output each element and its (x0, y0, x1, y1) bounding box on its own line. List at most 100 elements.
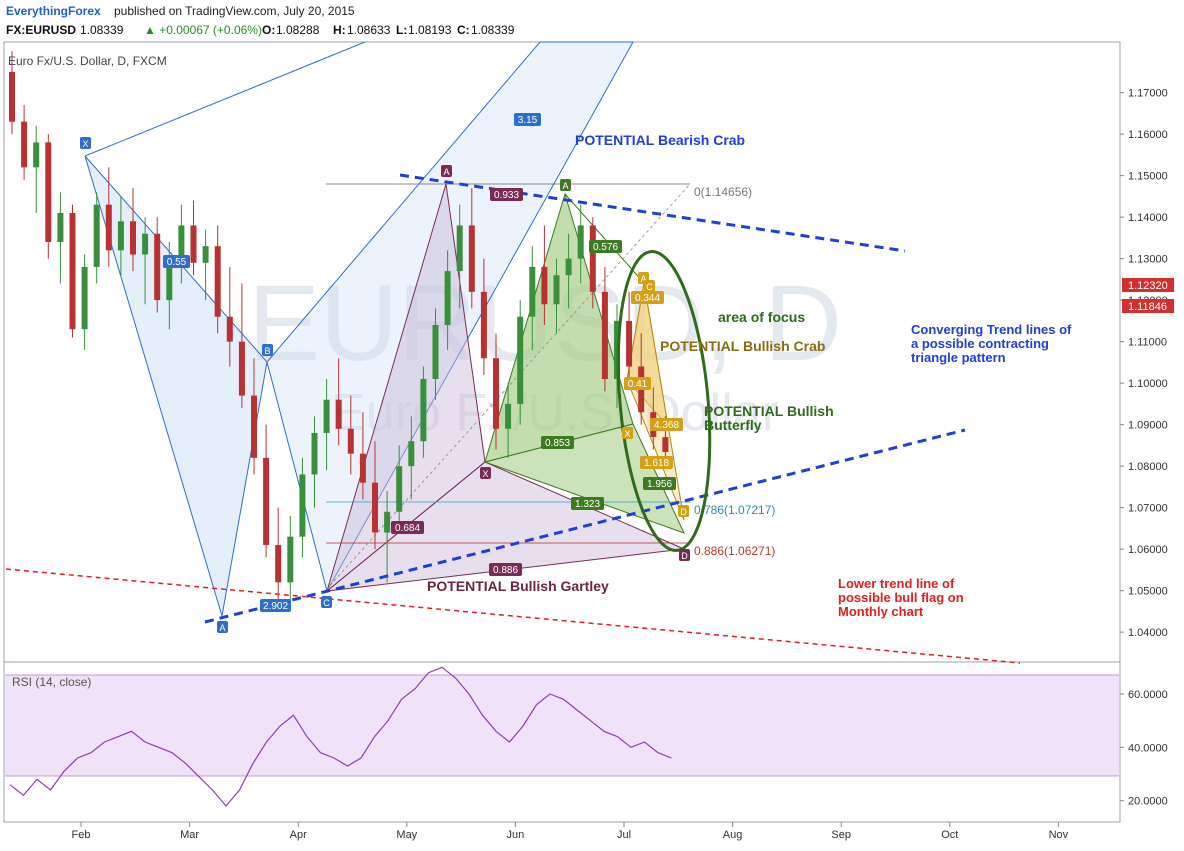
svg-text:X: X (482, 469, 488, 479)
candle-body (166, 258, 173, 301)
author-link[interactable]: EverythingForex (6, 4, 101, 18)
svg-text:D: D (681, 551, 688, 561)
candlestick-series[interactable] (9, 51, 669, 608)
candle[interactable] (432, 308, 439, 400)
candle[interactable] (505, 383, 512, 458)
maroon-x-point: X (480, 467, 491, 479)
candle[interactable] (589, 217, 596, 309)
candle[interactable] (299, 457, 306, 558)
price-axis[interactable]: 1.170001.160001.150001.140001.130001.120… (1120, 88, 1168, 639)
candle[interactable] (517, 300, 524, 425)
svg-text:C: C (646, 282, 653, 292)
candle[interactable] (553, 258, 560, 334)
candle[interactable] (214, 225, 221, 334)
candle[interactable] (117, 196, 124, 276)
candle[interactable] (251, 358, 257, 475)
candle[interactable] (9, 51, 15, 135)
symbol-label[interactable]: FX:EURUSD (6, 23, 76, 37)
price-tick-label: 1.17000 (1128, 88, 1168, 100)
upper-converging-trendline[interactable] (399, 173, 906, 253)
time-tick-label: Apr (290, 829, 307, 841)
pattern-point-labels: X B A C A X D A A C X D (80, 137, 690, 633)
time-axis[interactable]: Feb Mar Apr May Jun Jul Aug Sep Oct Nov (72, 822, 1069, 841)
svg-text:A: A (640, 274, 646, 284)
ratio-badges: 3.15 0.55 2.902 0.853 0.576 1.323 1.956 … (163, 113, 683, 612)
candle[interactable] (420, 366, 427, 458)
candle[interactable] (456, 204, 463, 309)
svg-text:1.618: 1.618 (644, 458, 669, 469)
time-tick-label: Nov (1049, 829, 1069, 841)
rsi-series-line[interactable] (9, 666, 672, 807)
ratio-0-41: 0.41 (624, 377, 651, 390)
candle[interactable] (396, 445, 403, 533)
candle-body (626, 320, 633, 367)
candle-body (105, 204, 112, 251)
candle[interactable] (480, 258, 487, 375)
candle[interactable] (444, 250, 451, 350)
price-tick-label: 1.13000 (1128, 254, 1168, 266)
rsi-tick-label: 60.0000 (1128, 689, 1168, 701)
price-tick-label: 1.09000 (1128, 420, 1168, 432)
time-tick-label: Aug (723, 829, 743, 841)
candle[interactable] (541, 225, 548, 326)
svg-text:A: A (562, 181, 568, 191)
candle[interactable] (226, 266, 233, 367)
price-change: ▲ +0.00067 (+0.06%) (144, 23, 262, 37)
candle[interactable] (577, 204, 584, 284)
candle[interactable] (468, 188, 475, 309)
svg-text:0.684: 0.684 (395, 523, 420, 534)
ratio-1-956: 1.956 (643, 477, 676, 490)
candle[interactable] (529, 246, 536, 350)
rsi-tick-label: 20.0000 (1128, 796, 1168, 808)
candle[interactable] (69, 204, 76, 338)
svg-text:X: X (82, 139, 88, 149)
monthly-bull-flag-trendline[interactable] (5, 568, 1021, 664)
candle[interactable] (601, 266, 608, 392)
candle[interactable] (372, 441, 378, 550)
candle[interactable] (323, 378, 330, 471)
time-tick-label: Mar (180, 829, 199, 841)
candle[interactable] (142, 217, 149, 305)
candle-body (33, 142, 40, 168)
candle-body (142, 233, 149, 255)
trend-lines (5, 173, 1021, 664)
time-tick-label: May (396, 829, 417, 841)
candle[interactable] (57, 192, 64, 284)
candle[interactable] (178, 204, 185, 284)
lower-converging-trendline[interactable] (204, 428, 966, 624)
ratio-0-576: 0.576 (589, 240, 622, 253)
candle[interactable] (335, 358, 342, 446)
candle[interactable] (190, 200, 197, 276)
candle[interactable] (202, 229, 209, 301)
candle[interactable] (493, 333, 499, 450)
candle[interactable] (359, 412, 366, 500)
candle[interactable] (384, 491, 391, 583)
svg-text:0.933: 0.933 (494, 190, 519, 201)
candle[interactable] (287, 515, 294, 608)
svg-text:2.902: 2.902 (263, 601, 288, 612)
candle[interactable] (565, 233, 572, 309)
candle[interactable] (105, 167, 112, 267)
candle[interactable] (347, 395, 354, 475)
bullish-crab-label: POTENTIAL Bullish Crab (660, 338, 825, 354)
candle[interactable] (45, 134, 52, 259)
candle[interactable] (311, 416, 318, 508)
candle[interactable] (408, 416, 415, 500)
candle[interactable] (238, 283, 245, 409)
candle[interactable] (93, 192, 100, 284)
ratio-2-902: 2.902 (260, 599, 291, 612)
candle-body (408, 441, 415, 467)
candle[interactable] (81, 254, 88, 350)
candle[interactable] (626, 291, 633, 384)
candle-body (323, 399, 330, 433)
candle[interactable] (154, 217, 161, 313)
candle[interactable] (275, 507, 282, 604)
published-text: published on TradingView.com, July 20, 2… (114, 4, 355, 18)
maroon-d-point: D (679, 549, 690, 561)
candle[interactable] (263, 424, 270, 558)
candle-body (444, 271, 451, 326)
candle[interactable] (33, 125, 40, 213)
candle[interactable] (21, 105, 28, 180)
candle[interactable] (130, 188, 136, 272)
candle-body (190, 225, 197, 263)
